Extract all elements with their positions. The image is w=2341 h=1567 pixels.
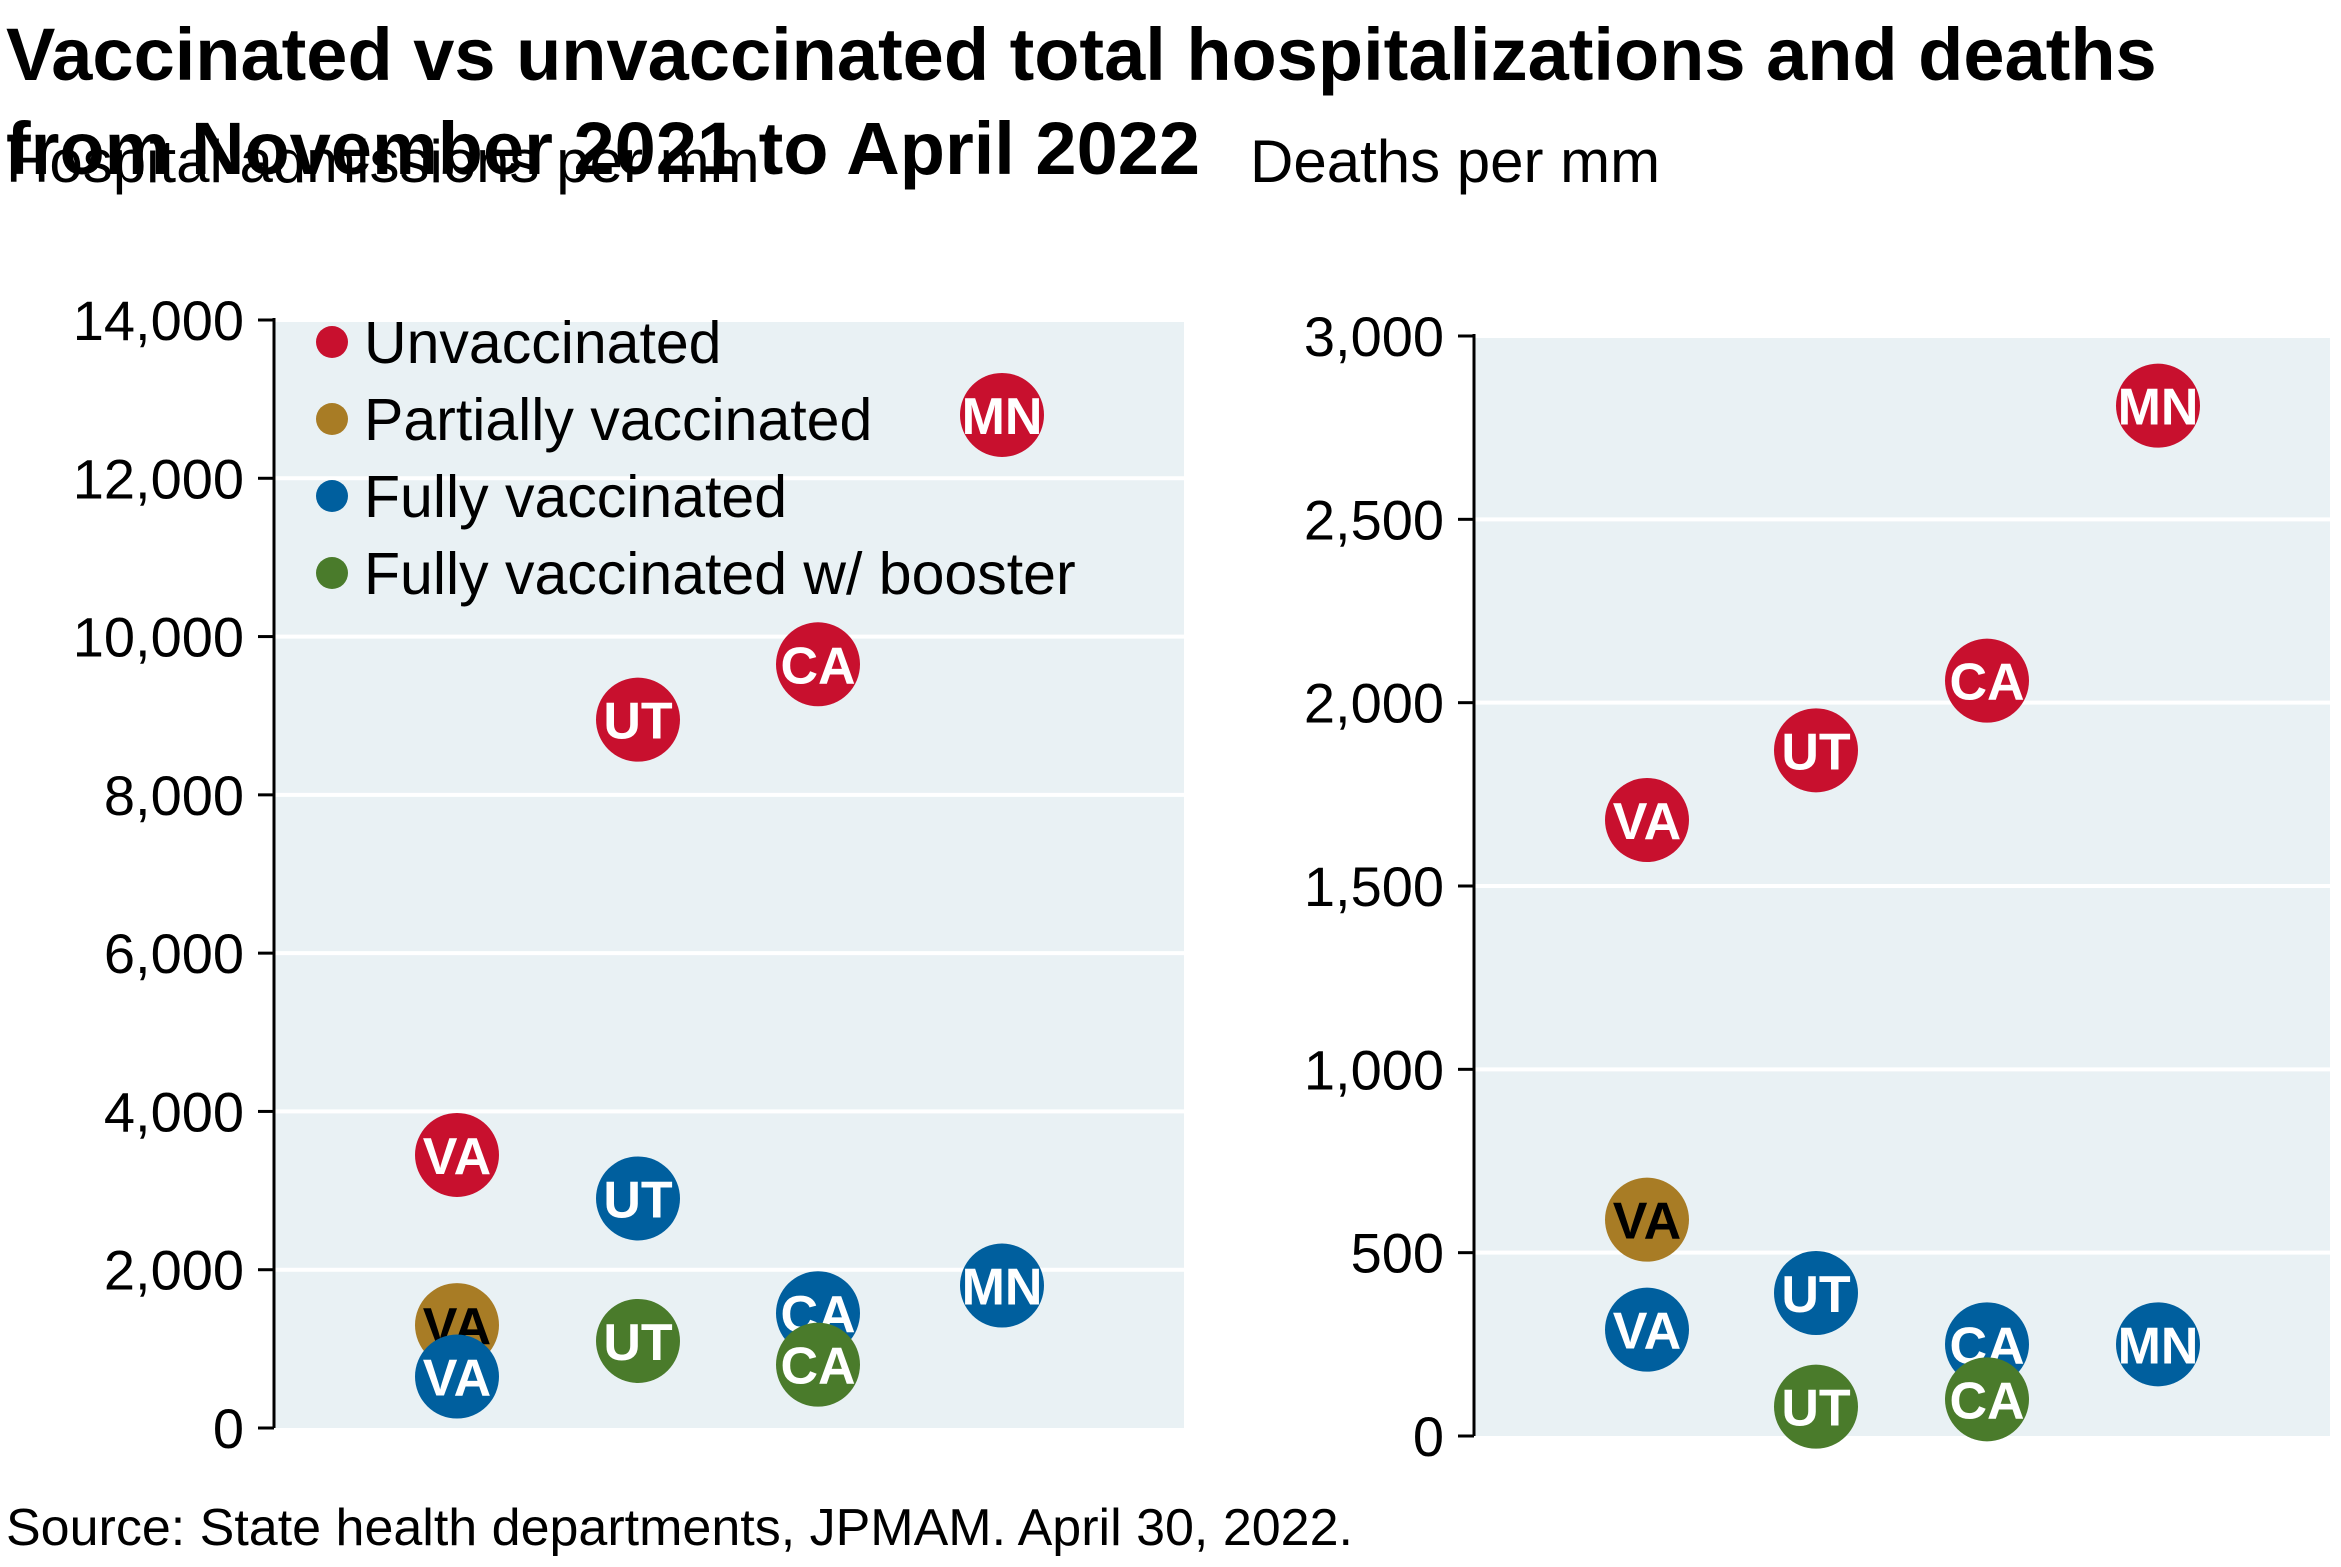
y-tick-label: 8,000 (104, 764, 244, 827)
hosp-point-label-fully-vaccinated-w-booster-ut: UT (603, 1314, 673, 1372)
hosp-point-label-fully-vaccinated-mn: MN (962, 1259, 1043, 1317)
hosp-point-unvaccinated-mn (960, 372, 1044, 457)
series-partially-vaccinated: VA (1605, 1177, 1689, 1262)
death-point-label-fully-vaccinated-w-booster-ut: UT (1781, 1380, 1851, 1438)
series-fully-vaccinated-w-booster: UT CA (596, 1298, 860, 1407)
death-point-label-unvaccinated-va: VA (1613, 793, 1681, 851)
legend-label-fully-vaccinated: Fully vaccinated (364, 464, 787, 530)
y-tick-label: 12,000 (73, 447, 244, 510)
y-tick-label: 3,000 (1304, 305, 1444, 368)
source-note: Source: State health departments, JPMAM.… (6, 1499, 1353, 1557)
hosp-point-fully-vaccinated-w-booster-ca (776, 1322, 860, 1407)
y-tick-label: 2,500 (1304, 488, 1444, 551)
death-point-unvaccinated-va (1605, 778, 1689, 862)
death-point-label-fully-vaccinated-ut: UT (1781, 1266, 1851, 1324)
y-tick-label: 0 (1413, 1405, 1444, 1468)
hosp-point-label-unvaccinated-mn: MN (962, 388, 1043, 446)
death-point-label-fully-vaccinated-mn: MN (2118, 1317, 2199, 1375)
y-tick-label: 2,000 (1304, 672, 1444, 735)
death-point-unvaccinated-ca (1945, 638, 2029, 723)
right-panel-label: Deaths per mm (1250, 128, 1661, 195)
death-point-unvaccinated-ut (1774, 708, 1858, 793)
legend-label-unvaccinated: Unvaccinated (364, 310, 722, 376)
death-point-label-unvaccinated-mn: MN (2118, 379, 2199, 437)
deaths-chart: 05001,0001,5002,0002,5003,000VAUTCAMNVAV… (1304, 305, 2330, 1468)
legend-label-fully-vaccinated-w-booster: Fully vaccinated w/ booster (364, 541, 1076, 607)
y-tick-label: 500 (1351, 1222, 1444, 1285)
death-point-label-partially-vaccinated-va: VA (1613, 1193, 1681, 1251)
death-point-unvaccinated-mn (2116, 363, 2200, 448)
left-panel-label: Hospital admissions per mm (6, 128, 760, 195)
death-point-fully-vaccinated-mn (2116, 1302, 2200, 1387)
hosp-point-fully-vaccinated-ut (596, 1156, 680, 1241)
y-tick-label: 10,000 (73, 606, 244, 669)
plot-area (274, 320, 1184, 1428)
death-point-fully-vaccinated-ut (1774, 1251, 1858, 1335)
death-point-fully-vaccinated-w-booster-ut (1774, 1364, 1858, 1449)
hosp-point-label-fully-vaccinated-va: VA (423, 1350, 491, 1408)
series-unvaccinated: VA UT CA MN (1605, 363, 2200, 862)
death-point-fully-vaccinated-w-booster-ca (1945, 1357, 2029, 1442)
y-tick-label: 14,000 (73, 289, 244, 352)
y-tick-label: 2,000 (104, 1239, 244, 1302)
hosp-point-label-unvaccinated-ca: CA (780, 637, 855, 695)
hosp-point-fully-vaccinated-w-booster-ut (596, 1298, 680, 1383)
y-tick-label: 6,000 (104, 922, 244, 985)
hosp-point-fully-vaccinated-mn (960, 1243, 1044, 1328)
legend-marker-fully-vaccinated-w-booster (316, 557, 348, 589)
death-point-label-unvaccinated-ut: UT (1781, 723, 1851, 781)
legend: Unvaccinated Partially vaccinated Fully va… (316, 310, 1076, 607)
series-unvaccinated: VA UT CA MN (415, 372, 1044, 1197)
y-tick-label: 1,000 (1304, 1038, 1444, 1101)
hospital-admissions-chart: 0 2,000 4,000 6,000 8,000 10,000 12,000 14,000 U… (73, 289, 1184, 1460)
y-tick-label: 0 (213, 1397, 244, 1460)
y-tick-label: 1,500 (1304, 855, 1444, 918)
death-point-label-fully-vaccinated-va: VA (1613, 1303, 1681, 1361)
chart-title: Vaccinated vs unvaccinated total hospita… (6, 13, 2157, 190)
legend-label-partially-vaccinated: Partially vaccinated (364, 387, 872, 453)
death-point-label-unvaccinated-ca: CA (1949, 654, 2024, 712)
hosp-point-fully-vaccinated-va (415, 1334, 499, 1419)
hosp-point-unvaccinated-ca (776, 622, 860, 707)
hosp-point-unvaccinated-ut (596, 677, 680, 762)
legend-marker-unvaccinated (316, 326, 348, 358)
death-point-partially-vaccinated-va (1605, 1177, 1689, 1262)
y-tick-label: 4,000 (104, 1080, 244, 1143)
hosp-point-label-fully-vaccinated-w-booster-ca: CA (780, 1338, 855, 1396)
legend-marker-fully-vaccinated (316, 480, 348, 512)
legend-marker-partially-vaccinated (316, 403, 348, 435)
hosp-point-label-unvaccinated-ut: UT (603, 693, 673, 751)
death-point-label-fully-vaccinated-w-booster-ca: CA (1949, 1372, 2024, 1430)
hosp-point-label-fully-vaccinated-ut: UT (603, 1171, 673, 1229)
hosp-point-unvaccinated-va (415, 1112, 499, 1197)
series-fully-vaccinated-w-booster: UT CA (1774, 1357, 2029, 1449)
death-point-fully-vaccinated-va (1605, 1287, 1689, 1372)
hosp-point-label-unvaccinated-va: VA (423, 1128, 491, 1186)
